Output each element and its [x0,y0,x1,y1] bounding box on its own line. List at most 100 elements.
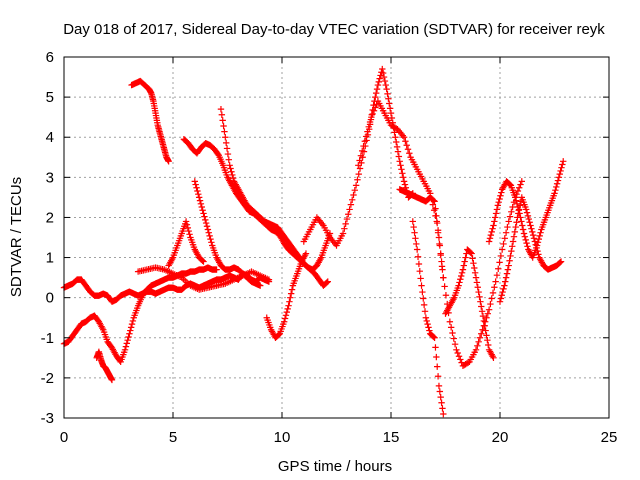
data-point [356,165,364,172]
data-point [393,143,401,151]
data-point [492,214,499,221]
data-point [516,202,524,209]
data-point [402,138,409,145]
data-point [199,257,206,264]
data-point [474,284,481,291]
data-point [432,344,439,351]
data-point [370,107,378,114]
data-point [483,314,490,321]
data-point [454,349,461,357]
data-point [281,315,289,322]
data-point [474,342,481,349]
series-arc-14 [409,218,447,418]
data-point [472,274,480,281]
data-point [489,289,497,297]
data-point [483,332,490,339]
data-point [365,123,372,130]
data-point [203,223,211,230]
data-point [521,233,529,240]
data-point [441,283,448,290]
data-point [523,239,530,247]
data-point [524,212,532,220]
data-point [501,235,508,242]
data-point [184,224,192,232]
data-point [122,343,130,350]
data-point [484,336,491,344]
data-point [288,286,296,293]
data-point [287,294,294,301]
data-point [537,229,544,236]
series-arc-8 [191,178,264,289]
data-point [206,232,213,240]
data-point [213,266,220,273]
data-point [469,255,476,262]
series-arc-11 [300,65,416,249]
data-point [557,258,565,265]
data-point [227,165,234,172]
data-point [280,318,288,325]
data-point [488,295,495,302]
data-point [471,269,479,276]
data-point [420,301,428,309]
data-point [480,317,488,325]
data-point [493,206,501,213]
data-point [481,322,488,329]
data-point [470,259,477,267]
data-point [400,134,408,141]
data-point [534,247,541,255]
data-point [126,330,133,337]
data-point [485,306,493,313]
data-point [347,201,355,208]
data-point [192,181,199,188]
y-tick-label: -3 [41,410,54,427]
data-point [522,236,529,244]
data-point [411,229,418,236]
data-point [165,158,172,165]
data-point [434,227,442,234]
data-point [394,148,402,155]
data-point [485,238,493,245]
data-point [440,274,447,281]
data-point [195,194,203,201]
data-point [412,235,419,242]
data-point [513,219,520,226]
data-point [195,190,202,198]
data-point [510,233,518,240]
data-point [275,331,283,338]
data-point [385,95,392,102]
data-point [496,259,503,266]
data-point [533,244,540,252]
data-point [437,250,444,257]
data-point [530,235,538,242]
data-point [554,177,562,184]
data-point [476,334,484,341]
data-point [207,235,214,243]
series-arc-16 [485,158,567,261]
data-point [515,210,522,217]
data-point [191,178,198,185]
data-point [556,259,564,266]
data-point [494,202,502,209]
data-point [495,265,502,272]
data-point [489,225,496,232]
data-point [509,243,516,250]
data-point [514,214,521,221]
data-point [471,264,478,272]
data-point [229,171,236,179]
data-point [418,282,425,289]
data-point [524,243,531,250]
data-point [556,170,563,178]
data-point [202,216,209,224]
data-point [529,231,537,239]
data-point [512,197,520,204]
data-point [221,128,228,135]
data-point [509,238,517,245]
data-point [477,298,484,305]
data-point [487,300,494,308]
data-point [498,189,505,196]
data-point [558,164,565,171]
data-point [286,298,293,305]
y-tick-label: 6 [46,49,54,66]
data-point [350,191,357,199]
data-point [531,238,539,245]
